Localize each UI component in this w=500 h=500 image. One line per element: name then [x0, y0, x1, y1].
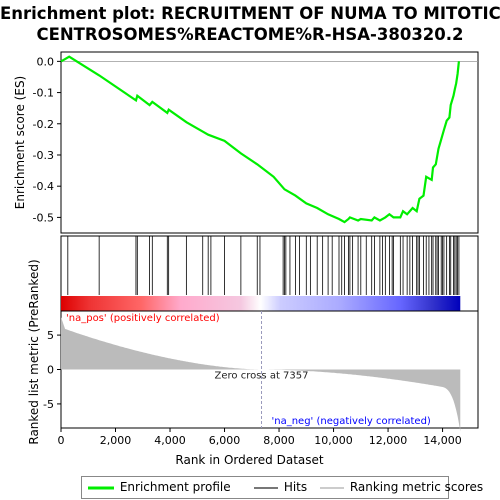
xtick-label: 4,000 — [154, 434, 186, 447]
axes-text: 0 2,000 4,000 6,000 8,000 10,000 12,000 14,000 R… — [58, 428, 462, 467]
xtick-label: 8,000 — [263, 434, 295, 447]
enrichment-profile-line — [60, 55, 460, 224]
zero-cross-label: Zero cross at 7357 — [215, 371, 309, 382]
es-ytick-label: -0.4 — [33, 180, 54, 193]
legend-ranking-label: Ranking metric scores — [349, 480, 484, 494]
es-ytick-label: -0.5 — [33, 211, 54, 224]
rank-ytick-label: 5 — [47, 329, 54, 342]
rank-ytick-label: -5 — [43, 398, 54, 411]
es-panel: 0.0 -0.1 -0.2 -0.3 -0.4 -0.5 Enrichment score … — [13, 51, 479, 234]
ranking-panel: Zero cross at 7357 'na_pos' (positively c… — [27, 259, 479, 445]
ranking-metric-area — [61, 317, 461, 432]
rank-color-bar — [61, 296, 461, 311]
legend-ranking-swatch — [320, 486, 344, 489]
legend-item-hits: Hits — [252, 480, 307, 494]
legend-profile-label: Enrichment profile — [119, 480, 231, 494]
legend-profile-swatch — [88, 486, 114, 489]
es-ytick-label: 0.0 — [37, 55, 55, 68]
xlabel: Rank in Ordered Dataset — [175, 453, 323, 467]
legend-item-ranking: Ranking metric scores — [318, 480, 483, 494]
es-frame — [60, 51, 479, 234]
xtick-label: 2,000 — [100, 434, 132, 447]
xtick-label: 12,000 — [369, 434, 408, 447]
es-ytick-label: -0.2 — [33, 118, 54, 131]
rank-ytick-label: 0 — [47, 364, 54, 377]
legend: Enrichment profile Hits Ranking metric s… — [81, 476, 483, 499]
xtick-label: 0 — [58, 434, 65, 447]
legend-hits-label: Hits — [283, 480, 308, 494]
chart-title: Enrichment plot: RECRUITMENT OF NUMA TO … — [0, 3, 500, 45]
title-line-2: CENTROSOMES%REACTOME%R-HSA-380320.2 — [36, 25, 464, 44]
hits-panel — [60, 235, 479, 312]
xtick-label: 6,000 — [209, 434, 241, 447]
es-ylabel: Enrichment score (ES) — [13, 76, 27, 209]
rank-ylabel: Ranked list metric (PreRanked) — [27, 259, 41, 444]
xtick-label: 10,000 — [314, 434, 353, 447]
legend-item-profile: Enrichment profile — [86, 480, 231, 494]
negative-correlation-label: 'na_neg' (negatively correlated) — [272, 416, 431, 427]
xtick-label: 14,000 — [423, 434, 462, 447]
title-line-1: Enrichment plot: RECRUITMENT OF NUMA TO … — [0, 4, 500, 23]
legend-hits-swatch — [254, 486, 278, 489]
es-ytick-label: -0.3 — [33, 149, 54, 162]
enrichment-plot: 0.0 -0.1 -0.2 -0.3 -0.4 -0.5 Enrichment score … — [13, 51, 479, 467]
es-ytick-label: -0.1 — [33, 87, 54, 100]
positive-correlation-label: 'na_pos' (positively correlated) — [66, 313, 220, 324]
